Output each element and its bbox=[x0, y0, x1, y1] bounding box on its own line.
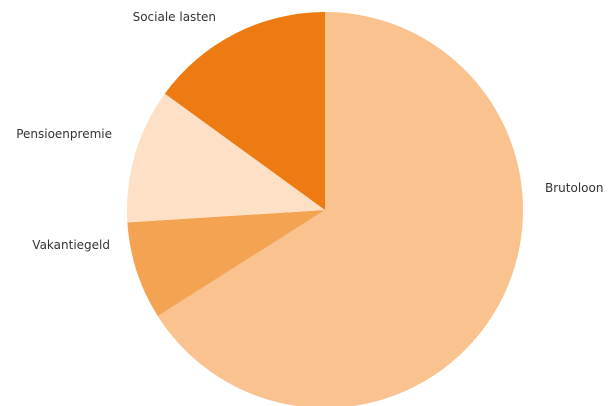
pie-slices bbox=[126, 11, 523, 406]
slice-label-vakantiegeld: Vakantiegeld bbox=[32, 238, 110, 252]
pie-slice-pensioenpremie bbox=[126, 93, 326, 223]
slice-labels: Brutoloon Vakantiegeld Pensioenpremie So… bbox=[16, 10, 603, 252]
slice-label-brutoloon: Brutoloon bbox=[545, 181, 603, 195]
slice-label-sociale-lasten: Sociale lasten bbox=[133, 10, 216, 24]
pie-slice-sociale-lasten bbox=[164, 11, 325, 210]
slice-label-pensioenpremie: Pensioenpremie bbox=[16, 127, 112, 141]
pie-slice-vakantiegeld bbox=[127, 210, 325, 317]
pie-slice-brutoloon bbox=[157, 12, 523, 406]
